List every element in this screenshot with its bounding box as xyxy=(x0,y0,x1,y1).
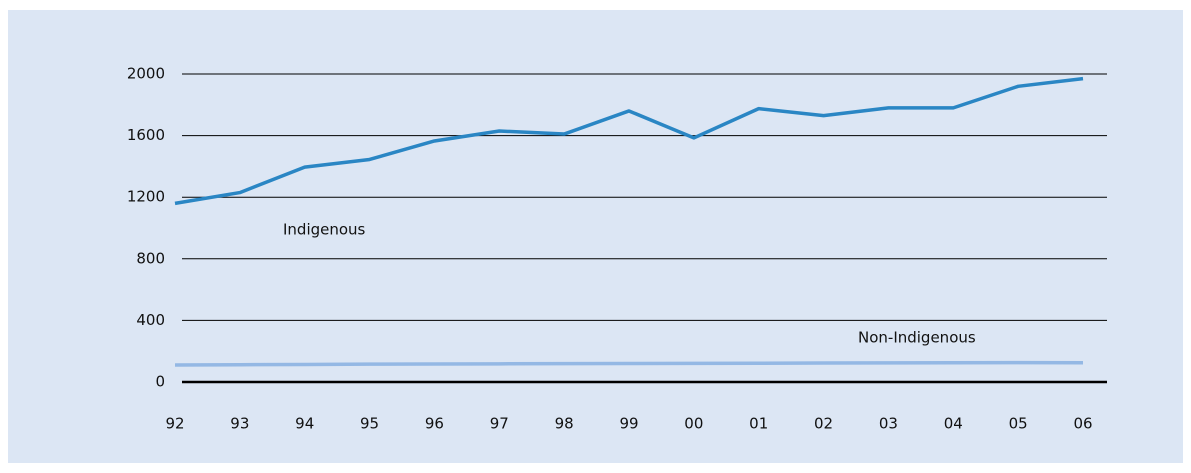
x-tick-label: 98 xyxy=(555,415,574,433)
y-tick-label: 400 xyxy=(136,311,165,329)
x-tick-label: 93 xyxy=(230,415,249,433)
series-line xyxy=(174,76,1084,206)
x-tick-label: 94 xyxy=(295,415,314,433)
x-tick-label: 02 xyxy=(814,415,833,433)
x-tick-label: 97 xyxy=(490,415,509,433)
x-tick-label: 99 xyxy=(619,415,638,433)
x-tick-label: 04 xyxy=(944,415,963,433)
y-tick-label: 0 xyxy=(155,373,165,391)
x-tick-label: 96 xyxy=(425,415,444,433)
series-line xyxy=(174,360,1084,367)
y-tick-label: 1200 xyxy=(127,188,165,206)
series-label: Non-Indigenous xyxy=(858,329,976,347)
x-tick-label: 95 xyxy=(360,415,379,433)
x-tick-label: 92 xyxy=(165,415,184,433)
x-tick-label: 05 xyxy=(1009,415,1028,433)
y-tick-label: 800 xyxy=(136,249,165,267)
series-label: Indigenous xyxy=(283,221,366,239)
y-tick-label: 2000 xyxy=(127,65,165,83)
x-tick-label: 03 xyxy=(879,415,898,433)
x-tick-label: 06 xyxy=(1073,415,1092,433)
x-tick-label: 00 xyxy=(684,415,703,433)
chart-panel xyxy=(8,10,1183,463)
x-tick-label: 01 xyxy=(749,415,768,433)
y-tick-label: 1600 xyxy=(127,126,165,144)
